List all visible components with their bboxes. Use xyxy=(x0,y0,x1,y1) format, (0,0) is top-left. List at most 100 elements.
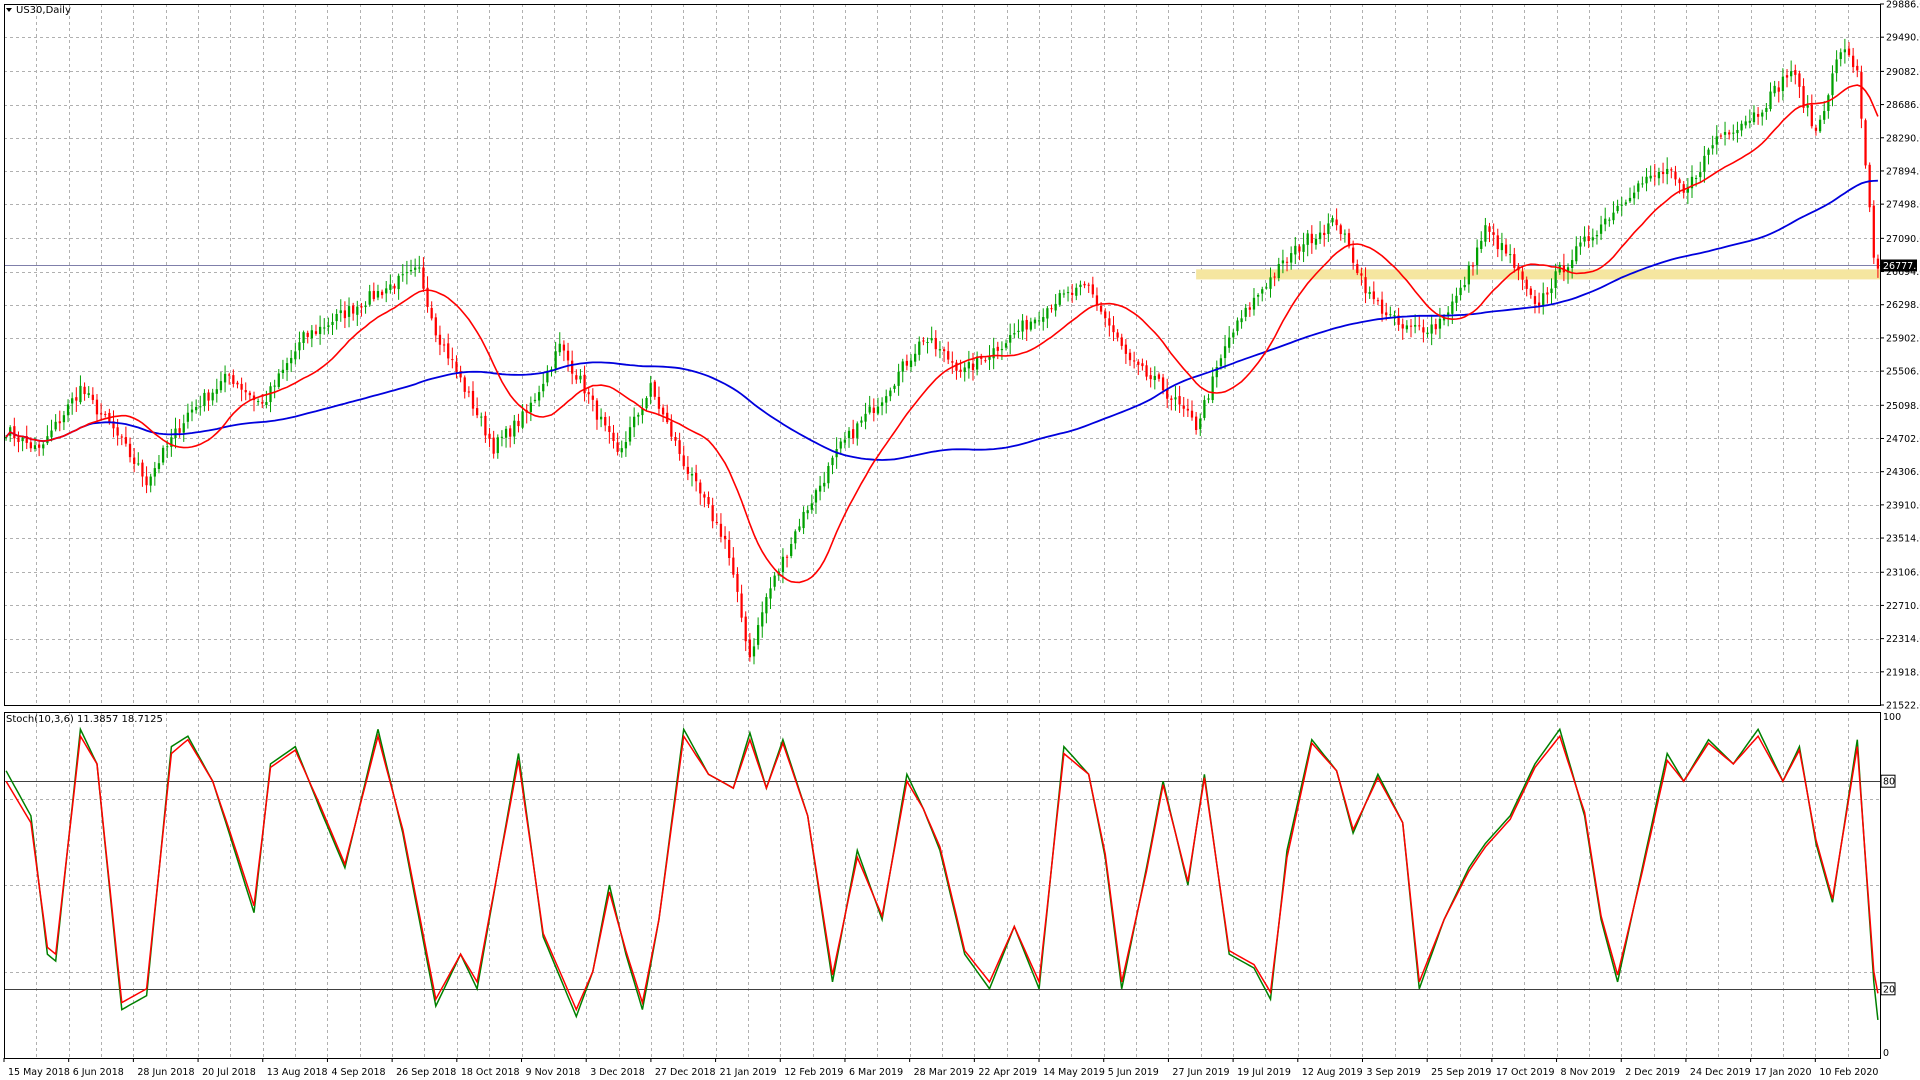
candle-body xyxy=(1628,197,1632,202)
candle xyxy=(649,375,652,405)
candle-body xyxy=(480,416,483,418)
candle xyxy=(422,257,425,292)
candle xyxy=(785,554,789,568)
candle xyxy=(633,407,636,438)
candle xyxy=(376,284,380,301)
candle xyxy=(901,358,904,383)
candle xyxy=(1277,257,1280,282)
time-tick-label: 27 Dec 2018 xyxy=(655,1067,716,1078)
candle xyxy=(562,340,566,362)
candle-body xyxy=(1273,276,1276,278)
candle-body xyxy=(1372,291,1375,300)
candle xyxy=(1814,124,1818,136)
candle xyxy=(802,506,805,535)
candle-body xyxy=(199,406,202,408)
candle xyxy=(1178,385,1181,413)
candle-body xyxy=(975,356,979,370)
candle xyxy=(1628,187,1632,203)
candle-body xyxy=(554,351,557,369)
candle-body xyxy=(719,523,723,537)
candle-body xyxy=(1781,76,1785,92)
candle xyxy=(868,395,871,415)
candle-body xyxy=(124,437,128,444)
candle-body xyxy=(1368,291,1371,294)
candle-body xyxy=(393,285,396,289)
candle-body xyxy=(1814,127,1818,131)
candle-body xyxy=(380,291,384,296)
candle-body xyxy=(509,428,512,437)
candle-body xyxy=(1459,287,1462,296)
candle-body xyxy=(37,444,41,448)
candle-body xyxy=(426,287,429,307)
candle-body xyxy=(707,497,710,505)
candle xyxy=(843,432,847,449)
candle-body xyxy=(1579,242,1582,247)
candle xyxy=(1261,286,1264,302)
candle xyxy=(1699,161,1702,182)
candle-body xyxy=(1674,171,1677,180)
ma-fast-line xyxy=(5,84,1879,584)
candle xyxy=(91,387,94,405)
candle xyxy=(1037,311,1041,326)
candle xyxy=(1765,102,1768,120)
candle xyxy=(1335,208,1338,231)
candle xyxy=(761,601,764,638)
candle-body xyxy=(1434,324,1437,330)
stoch-tick-label: 0 xyxy=(1883,1048,1889,1059)
candle xyxy=(682,445,685,470)
candle-body xyxy=(1649,175,1652,179)
candle-body xyxy=(1190,410,1194,418)
candle xyxy=(1459,279,1462,301)
candle xyxy=(1566,263,1570,284)
candle xyxy=(661,404,665,423)
candle xyxy=(608,416,611,444)
candle-body xyxy=(963,367,966,373)
candle xyxy=(1620,196,1623,216)
candle xyxy=(339,299,342,322)
candle xyxy=(21,435,24,452)
candle xyxy=(1612,201,1615,225)
candle xyxy=(298,331,301,360)
candle-body xyxy=(219,381,223,391)
candle-body xyxy=(1426,332,1429,335)
candle-body xyxy=(442,344,446,346)
candle-body xyxy=(1269,277,1272,289)
candle xyxy=(46,425,49,446)
candle xyxy=(1137,359,1140,376)
candle xyxy=(1203,395,1206,421)
candle-body xyxy=(889,390,892,397)
candle-body xyxy=(327,325,330,328)
candle xyxy=(368,284,371,307)
candle xyxy=(897,363,900,396)
candle-body xyxy=(306,332,309,337)
candle xyxy=(558,332,561,356)
candle-body xyxy=(1104,311,1107,318)
candle xyxy=(1004,339,1008,351)
candle xyxy=(269,382,272,413)
candle xyxy=(847,427,851,448)
candle xyxy=(806,505,809,520)
candle xyxy=(1496,228,1499,258)
candle-body xyxy=(1186,408,1189,411)
price-tick-label: 29490.0 xyxy=(1886,33,1920,44)
candle xyxy=(215,378,218,403)
candle-body xyxy=(104,413,107,415)
candle-body xyxy=(1467,265,1470,285)
candle-body xyxy=(1075,287,1078,296)
candle-body xyxy=(1653,175,1656,177)
candle-body xyxy=(1141,363,1144,367)
candle xyxy=(955,359,958,380)
candle xyxy=(823,471,826,493)
candle-body xyxy=(1124,344,1128,354)
dropdown-triangle-icon[interactable] xyxy=(6,8,12,12)
candle xyxy=(1504,238,1508,257)
candle-body xyxy=(1488,226,1491,232)
candle-body xyxy=(1050,308,1053,310)
candle-body xyxy=(1166,389,1169,399)
candle xyxy=(207,389,210,411)
candle-body xyxy=(571,360,574,374)
candle xyxy=(1645,168,1648,192)
candle xyxy=(1236,317,1239,336)
